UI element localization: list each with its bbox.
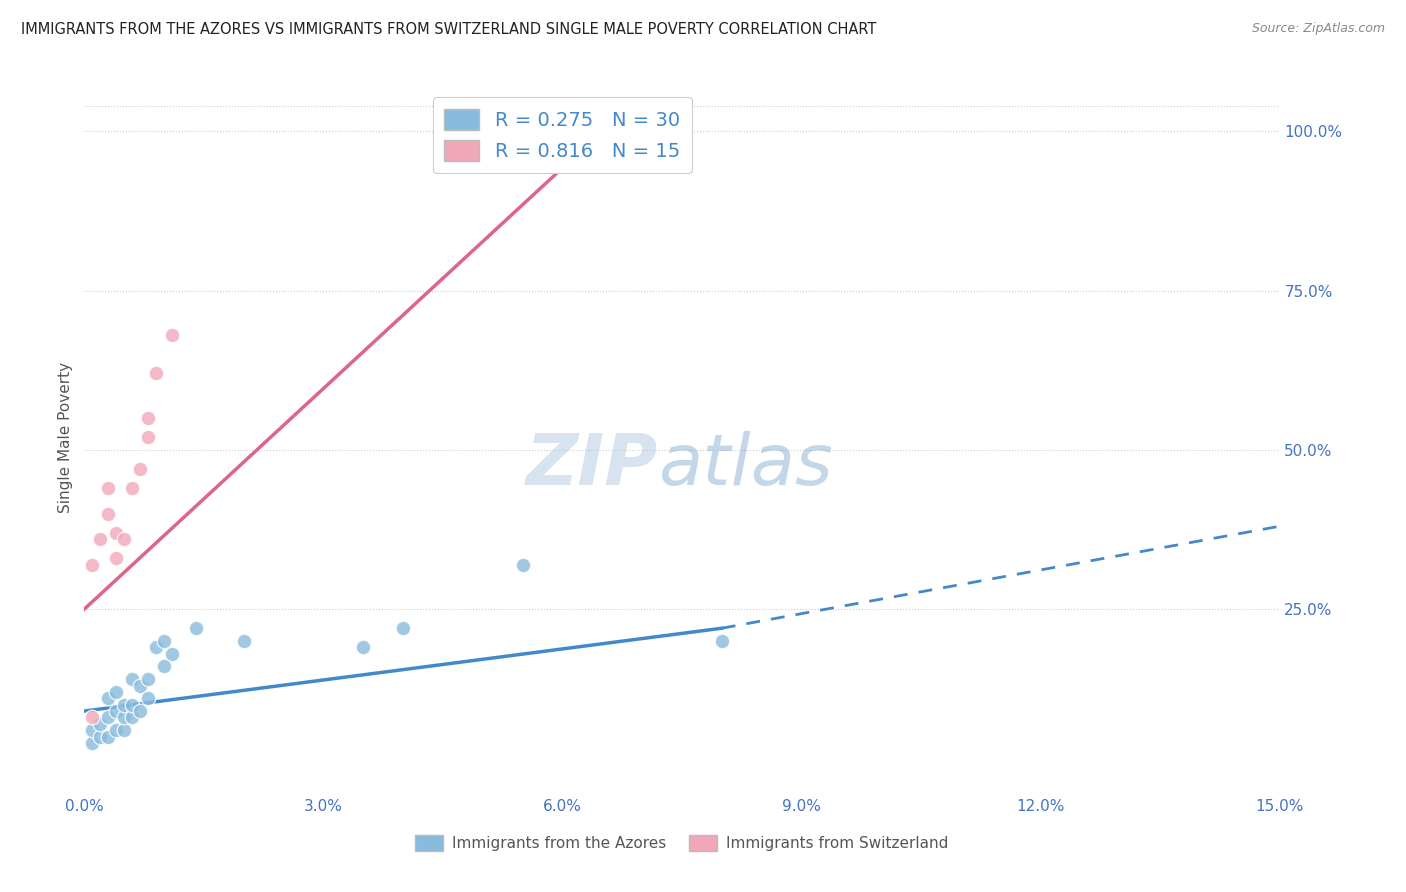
Point <box>392 621 415 635</box>
Legend: Immigrants from the Azores, Immigrants from Switzerland: Immigrants from the Azores, Immigrants f… <box>409 829 955 857</box>
Point <box>105 685 128 699</box>
Point <box>184 621 207 635</box>
Point <box>112 698 135 712</box>
Point <box>105 723 128 738</box>
Point <box>352 640 374 655</box>
Point <box>82 736 104 750</box>
Point <box>512 558 534 572</box>
Point <box>121 481 143 495</box>
Point <box>112 723 135 738</box>
Point <box>710 634 733 648</box>
Point <box>160 328 183 343</box>
Point <box>105 704 128 718</box>
Point <box>145 640 167 655</box>
Point <box>136 691 159 706</box>
Point <box>82 710 104 724</box>
Point <box>136 411 159 425</box>
Point <box>129 679 152 693</box>
Point <box>112 532 135 546</box>
Point <box>89 716 111 731</box>
Point <box>112 710 135 724</box>
Point <box>232 634 254 648</box>
Text: Source: ZipAtlas.com: Source: ZipAtlas.com <box>1251 22 1385 36</box>
Point <box>121 698 143 712</box>
Point <box>591 124 613 138</box>
Point <box>153 634 176 648</box>
Point <box>136 672 159 686</box>
Point <box>153 659 176 673</box>
Point <box>129 462 152 476</box>
Point <box>129 704 152 718</box>
Y-axis label: Single Male Poverty: Single Male Poverty <box>58 361 73 513</box>
Point <box>105 551 128 566</box>
Point <box>136 430 159 444</box>
Point <box>97 691 120 706</box>
Point <box>105 525 128 540</box>
Point <box>82 558 104 572</box>
Point <box>145 367 167 381</box>
Point <box>89 532 111 546</box>
Text: ZIP: ZIP <box>526 431 658 500</box>
Point <box>97 730 120 744</box>
Text: IMMIGRANTS FROM THE AZORES VS IMMIGRANTS FROM SWITZERLAND SINGLE MALE POVERTY CO: IMMIGRANTS FROM THE AZORES VS IMMIGRANTS… <box>21 22 876 37</box>
Text: atlas: atlas <box>658 431 832 500</box>
Point <box>97 481 120 495</box>
Point <box>89 730 111 744</box>
Point <box>97 507 120 521</box>
Point <box>160 647 183 661</box>
Point <box>121 672 143 686</box>
Point <box>121 710 143 724</box>
Point <box>97 710 120 724</box>
Point <box>82 723 104 738</box>
